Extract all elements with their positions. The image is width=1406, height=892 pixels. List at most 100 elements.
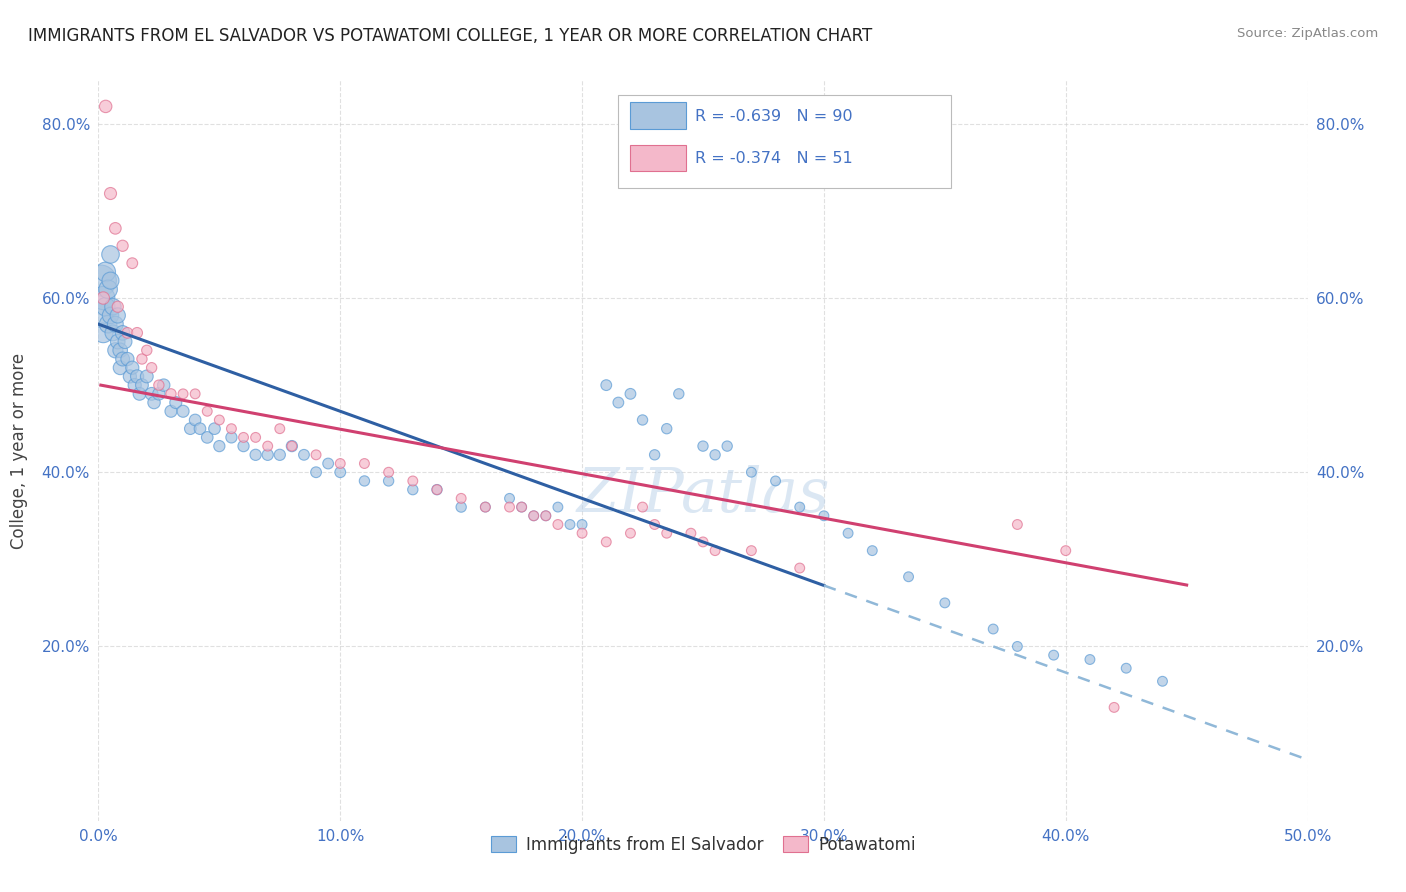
Point xyxy=(498,500,520,514)
Point xyxy=(117,351,139,366)
Point xyxy=(316,457,339,471)
Point xyxy=(595,535,617,549)
Point xyxy=(221,430,243,444)
Point xyxy=(704,448,727,462)
Point xyxy=(232,439,254,453)
Point xyxy=(510,500,533,514)
Point xyxy=(765,474,787,488)
Point xyxy=(111,239,134,253)
Point xyxy=(141,387,163,401)
Point xyxy=(100,309,122,323)
Point xyxy=(97,317,120,331)
Point xyxy=(94,265,117,279)
Point xyxy=(256,439,278,453)
Point xyxy=(789,561,811,575)
Point xyxy=(1115,661,1137,675)
Text: IMMIGRANTS FROM EL SALVADOR VS POTAWATOMI COLLEGE, 1 YEAR OR MORE CORRELATION CH: IMMIGRANTS FROM EL SALVADOR VS POTAWATOM… xyxy=(28,27,872,45)
Point xyxy=(789,500,811,514)
Point xyxy=(571,517,593,532)
Point xyxy=(377,474,399,488)
Point xyxy=(740,465,762,479)
Point xyxy=(523,508,546,523)
Point xyxy=(117,326,139,340)
Point xyxy=(127,326,149,340)
Point xyxy=(221,422,243,436)
Point xyxy=(619,387,641,401)
Point xyxy=(631,413,654,427)
Point xyxy=(107,300,129,314)
Point xyxy=(631,500,654,514)
Point xyxy=(184,387,207,401)
Point xyxy=(91,291,114,305)
Point xyxy=(692,439,714,453)
Point xyxy=(679,526,702,541)
Point xyxy=(131,378,153,392)
Point xyxy=(143,395,166,409)
Point xyxy=(100,274,122,288)
Point xyxy=(208,413,231,427)
Point xyxy=(655,526,678,541)
Point xyxy=(668,387,690,401)
Point xyxy=(91,326,114,340)
Point xyxy=(256,448,278,462)
Point xyxy=(118,369,141,384)
Point xyxy=(571,526,593,541)
Point xyxy=(860,543,883,558)
Point xyxy=(204,422,226,436)
Point xyxy=(426,483,449,497)
Point xyxy=(607,395,630,409)
Point xyxy=(523,508,546,523)
Point xyxy=(353,457,375,471)
Point xyxy=(1007,640,1029,654)
Point xyxy=(114,334,136,349)
Point xyxy=(402,474,425,488)
Point xyxy=(547,517,569,532)
Point xyxy=(897,570,920,584)
Y-axis label: College, 1 year or more: College, 1 year or more xyxy=(10,352,28,549)
Point xyxy=(1152,674,1174,689)
Point xyxy=(148,378,170,392)
FancyBboxPatch shape xyxy=(619,95,950,187)
Point xyxy=(534,508,557,523)
Text: R = -0.374   N = 51: R = -0.374 N = 51 xyxy=(695,152,852,166)
Point xyxy=(740,543,762,558)
Point xyxy=(208,439,231,453)
Point xyxy=(644,517,666,532)
Point xyxy=(232,430,254,444)
Point xyxy=(100,186,122,201)
Point xyxy=(269,448,291,462)
Point xyxy=(101,326,124,340)
Point xyxy=(837,526,859,541)
Point xyxy=(1007,517,1029,532)
Point xyxy=(558,517,581,532)
Point xyxy=(353,474,375,488)
Point xyxy=(90,274,112,288)
Point xyxy=(692,535,714,549)
Point xyxy=(184,413,207,427)
Point xyxy=(179,422,201,436)
Point xyxy=(104,221,127,235)
Point xyxy=(104,317,127,331)
Point xyxy=(281,439,304,453)
Point xyxy=(131,351,153,366)
Point xyxy=(107,309,129,323)
Point xyxy=(281,439,304,453)
Point xyxy=(94,300,117,314)
FancyBboxPatch shape xyxy=(630,145,686,171)
Point xyxy=(595,378,617,392)
Point xyxy=(292,448,315,462)
Point xyxy=(108,360,131,375)
Point xyxy=(124,378,146,392)
Point xyxy=(107,334,129,349)
Point xyxy=(245,430,267,444)
Point xyxy=(450,500,472,514)
Text: ZIPatlas: ZIPatlas xyxy=(576,465,830,524)
Point xyxy=(245,448,267,462)
Point xyxy=(534,508,557,523)
Point xyxy=(195,404,218,418)
Point xyxy=(1102,700,1125,714)
Point xyxy=(160,404,183,418)
Point xyxy=(329,465,352,479)
Point xyxy=(111,351,134,366)
Point xyxy=(160,387,183,401)
